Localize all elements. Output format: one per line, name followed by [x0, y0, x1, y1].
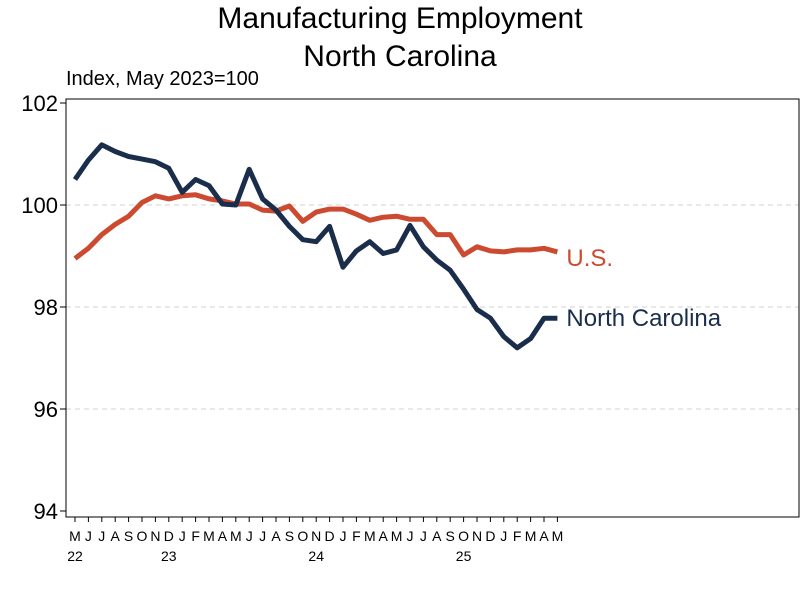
x-tick-label: M [230, 528, 242, 544]
x-tick-label: O [137, 528, 148, 544]
series-labels: U.S. North Carolina [566, 245, 721, 332]
x-tick-label: A [271, 528, 281, 544]
x-tick-label: M [525, 528, 537, 544]
x-tick-label: M [391, 528, 403, 544]
x-tick-label: A [379, 528, 389, 544]
x-tick-label: D [325, 528, 335, 544]
x-tick-label: O [297, 528, 308, 544]
x-tick-label: D [485, 528, 495, 544]
y-tick-label: 96 [34, 397, 58, 422]
series-lines [72, 142, 559, 351]
y-tick-label: 94 [34, 499, 58, 524]
plot-area [65, 98, 800, 518]
x-tick-label: J [98, 528, 105, 544]
y-axis-unit-label: Index, May 2023=100 [66, 68, 259, 90]
y-tick-label: 98 [34, 295, 58, 320]
x-tick-label: S [285, 528, 294, 544]
x-tick-label: J [420, 528, 427, 544]
x-tick-label: O [458, 528, 469, 544]
x-tick-label: N [472, 528, 482, 544]
x-tick-label: A [432, 528, 442, 544]
x-tick-label: J [85, 528, 92, 544]
x-tick-label: A [111, 528, 121, 544]
x-tick-label: J [246, 528, 253, 544]
x-tick-label: A [539, 528, 549, 544]
x-tick-label: D [164, 528, 174, 544]
chart-title-line-1: Manufacturing Employment [217, 2, 583, 35]
x-tick-label: S [446, 528, 455, 544]
x-tick-label: N [150, 528, 160, 544]
x-year-label: 24 [308, 548, 324, 564]
x-axis: M J J A S O N D J F M A M J J A S O N D J F M A M J J A S O N D J F M A M22 2… [67, 517, 563, 564]
series-label-north-carolina: North Carolina [566, 305, 721, 332]
x-tick-label: S [124, 528, 133, 544]
y-tick-label: 100 [21, 193, 58, 218]
series-line-north-carolina [72, 142, 558, 351]
x-tick-label: A [218, 528, 228, 544]
x-tick-label: N [311, 528, 321, 544]
x-tick-label: J [340, 528, 347, 544]
x-year-label: 25 [456, 548, 472, 564]
y-axis: 94 96 98 100 102 [21, 91, 66, 524]
x-tick-label: M [203, 528, 215, 544]
x-tick-label: M [552, 528, 564, 544]
x-tick-label: M [69, 528, 81, 544]
x-year-label: 23 [161, 548, 177, 564]
x-tick-label: J [500, 528, 507, 544]
x-tick-label: J [407, 528, 414, 544]
x-tick-label: F [352, 528, 361, 544]
x-tick-label: J [259, 528, 266, 544]
x-tick-label: J [179, 528, 186, 544]
x-tick-label: M [364, 528, 376, 544]
series-label-u-s: U.S. [566, 245, 613, 272]
x-year-label: 22 [67, 548, 83, 564]
x-tick-label: F [191, 528, 200, 544]
y-tick-label: 102 [21, 91, 58, 116]
chart-title-line-2: North Carolina [303, 40, 497, 73]
x-tick-label: F [513, 528, 522, 544]
series-line-u-s [73, 192, 559, 261]
